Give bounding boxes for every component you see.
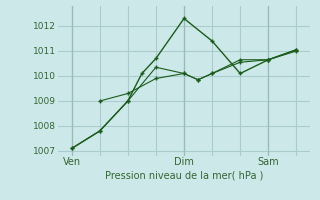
X-axis label: Pression niveau de la mer( hPa ): Pression niveau de la mer( hPa ) [105, 170, 263, 180]
